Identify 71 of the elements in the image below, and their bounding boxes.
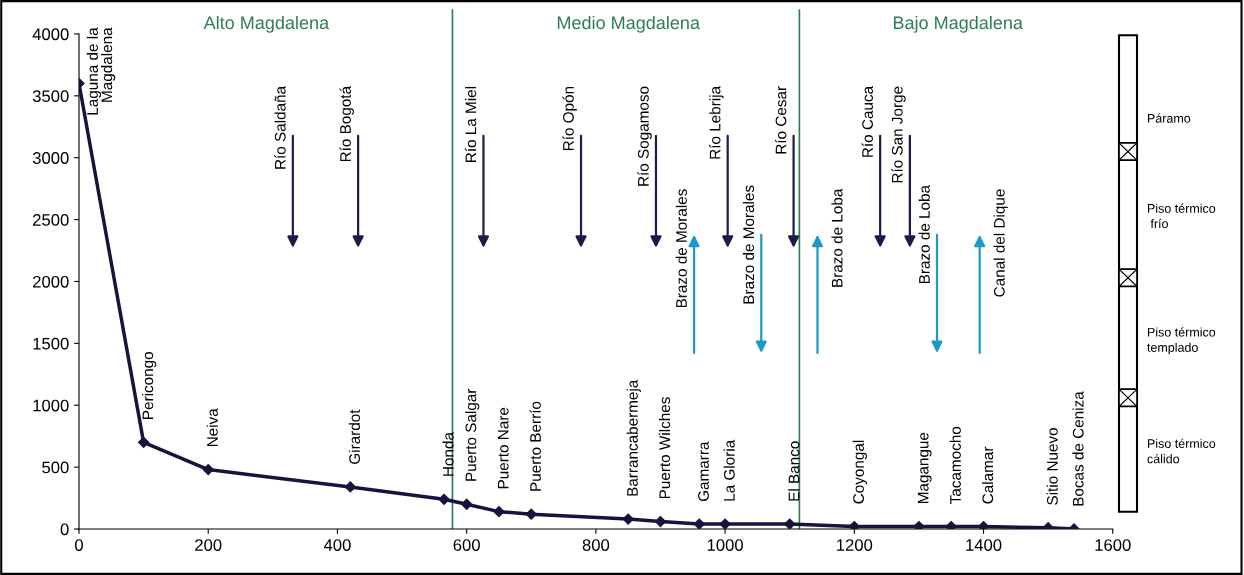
annotation: Laguna de la Magdalena — [86, 27, 116, 115]
annotation: Río Lebrija — [709, 85, 724, 159]
text: Páramo — [1147, 113, 1191, 123]
x-tick-label: 1400 — [966, 539, 1002, 551]
annotation: Neiva — [206, 408, 218, 447]
point — [438, 493, 450, 505]
point — [461, 498, 473, 510]
annotation: Río Cesar — [775, 86, 787, 154]
point — [344, 481, 356, 493]
y-tick-label: 2500 — [33, 214, 69, 226]
annotation: Barrancabermeja — [626, 379, 641, 496]
annotation: Alto Magdalena — [203, 15, 330, 33]
point — [493, 506, 505, 518]
y-tick-label: 3000 — [32, 152, 69, 164]
annotation: La Gloria — [723, 439, 735, 501]
annotation: Coyongal — [852, 440, 867, 504]
annotation: Río La Miel — [464, 86, 477, 162]
annotation: Bajo Magdalena — [893, 15, 1023, 33]
x-tick-label: 200 — [195, 539, 222, 551]
text: Piso térmico cálido — [1147, 438, 1216, 464]
x-tick-label: 400 — [323, 539, 351, 551]
text: Piso térmico frío — [1147, 203, 1216, 229]
annotation: Magangue — [917, 432, 932, 504]
x-tick-label: 800 — [582, 539, 610, 551]
point — [719, 518, 731, 529]
x-tick-label: 600 — [453, 539, 480, 551]
point — [137, 436, 150, 448]
annotation: Bocas de Ceniza — [1072, 391, 1084, 506]
point — [913, 520, 925, 529]
y-tick-label: 2000 — [33, 275, 69, 288]
point — [622, 513, 634, 525]
annotation: Gamarra — [698, 441, 709, 502]
annotation: Brazo de Morales — [742, 185, 755, 304]
annotation: Calamar — [981, 446, 994, 504]
point — [784, 518, 796, 529]
x-tick-label: 1600 — [1095, 539, 1131, 551]
annotation: Canal del Dique — [993, 189, 1008, 297]
text: Piso térmico templado — [1147, 327, 1216, 355]
point — [654, 515, 667, 528]
y-tick-label: 1500 — [33, 337, 69, 350]
x-tick-label: 0 — [75, 539, 83, 551]
annotation: Brazo de Loba — [831, 188, 843, 287]
annotation: Río San Jorge — [891, 86, 906, 183]
annotation: Puerto Salgar — [465, 388, 480, 481]
y-tick-label: 500 — [42, 461, 69, 474]
annotation: Puerto Berrío — [529, 401, 541, 491]
x-tick-label: 1000 — [707, 539, 743, 551]
annotation: Sitio Nuevo — [1046, 428, 1058, 505]
point — [693, 518, 705, 529]
x-tick-label: 1200 — [837, 539, 873, 551]
y-tick-label: 4000 — [32, 28, 69, 41]
annotation: Río Bogotá — [339, 85, 354, 162]
annotation: Río Opón — [562, 86, 577, 151]
annotation: Honda — [442, 432, 454, 476]
annotation: Río Cauca — [861, 85, 873, 157]
annotation: Puerto Wilches — [658, 397, 671, 499]
y-tick-label: 0 — [60, 523, 69, 536]
annotation: Río Saldaña — [274, 85, 286, 169]
annotation: Brazo de Morales — [675, 189, 687, 308]
annotation: Girardot — [348, 409, 361, 464]
annotation: Tacamocho — [949, 426, 961, 504]
point — [202, 463, 214, 476]
annotation: Río Sogamoso — [637, 86, 652, 186]
y-tick-label: 3500 — [32, 90, 69, 103]
annotation: El Banco — [788, 441, 800, 501]
point — [525, 508, 537, 520]
y-tick-label: 1000 — [33, 399, 69, 412]
annotation: Puerto Nare — [497, 407, 509, 489]
annotation: Brazo de Loba — [918, 184, 930, 284]
annotation: Pericongo — [142, 351, 157, 419]
annotation: Medio Magdalena — [557, 15, 700, 33]
